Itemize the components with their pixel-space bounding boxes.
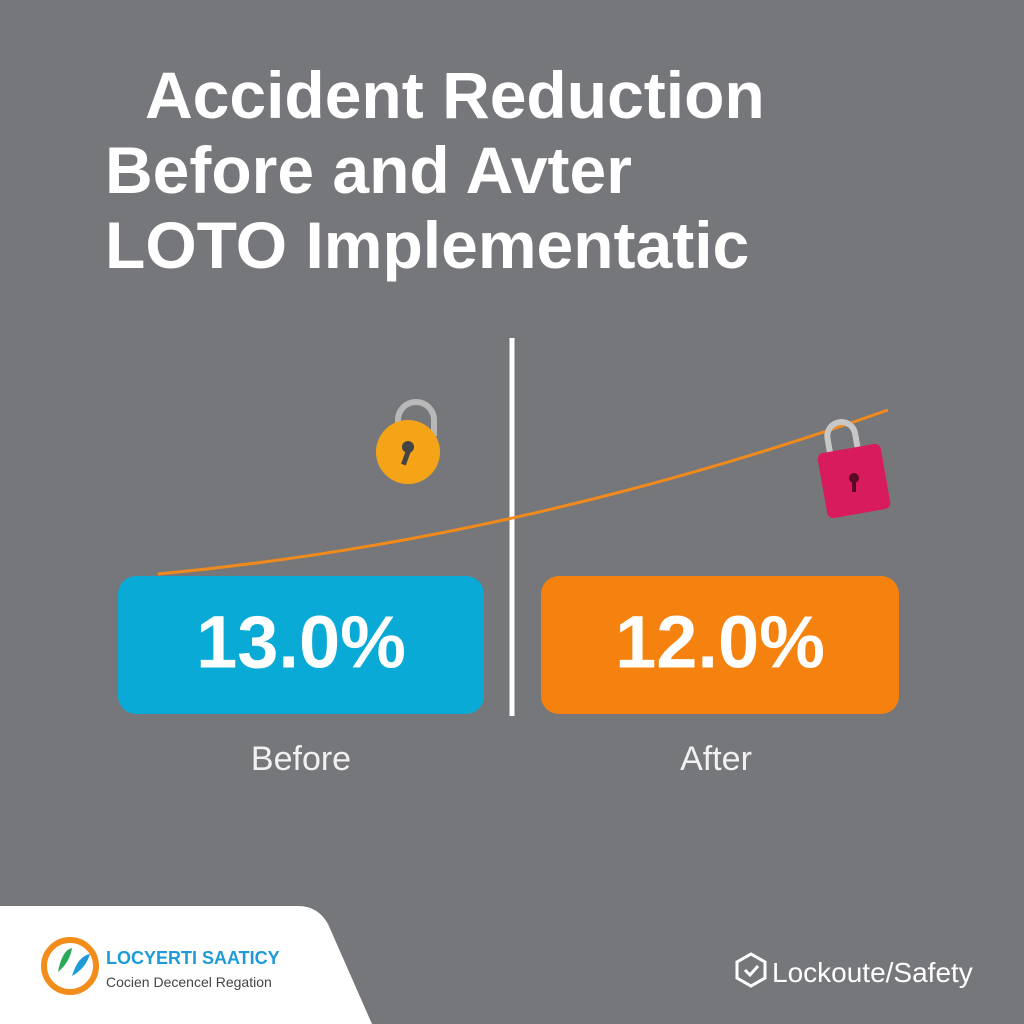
title-line: Before and Avter	[105, 133, 632, 207]
trend-curve	[157, 408, 889, 576]
lock-icon	[376, 399, 440, 484]
footer-card	[0, 906, 372, 1024]
before-value: 13.0%	[196, 601, 406, 684]
tag-icon	[735, 952, 767, 988]
after-panel	[541, 576, 899, 714]
before-label: Before	[251, 740, 351, 778]
after-label: After	[680, 740, 752, 778]
footer-tag: Lockoute/Safety	[772, 957, 973, 988]
before-panel	[118, 576, 484, 714]
brand-tagline: Cocien Decencel Regation	[106, 974, 272, 990]
title-line: Accident Reduction	[145, 58, 765, 132]
brand-name: LOCYERTI SAATICY	[106, 948, 280, 968]
title-line: LOTO Implementatic	[105, 208, 749, 282]
brand-logo	[41, 937, 99, 995]
after-value: 12.0%	[615, 601, 825, 684]
lock-icon	[817, 419, 891, 519]
